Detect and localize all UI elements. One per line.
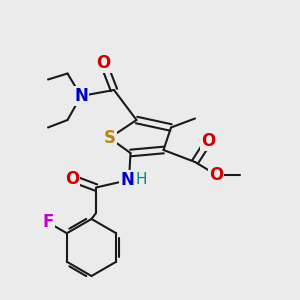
Text: O: O bbox=[201, 132, 216, 150]
Text: F: F bbox=[42, 214, 54, 232]
Text: O: O bbox=[65, 169, 79, 188]
Text: H: H bbox=[135, 172, 147, 188]
Text: O: O bbox=[209, 166, 223, 184]
Text: O: O bbox=[96, 54, 111, 72]
Text: S: S bbox=[103, 129, 116, 147]
Text: N: N bbox=[121, 171, 134, 189]
Text: N: N bbox=[74, 87, 88, 105]
